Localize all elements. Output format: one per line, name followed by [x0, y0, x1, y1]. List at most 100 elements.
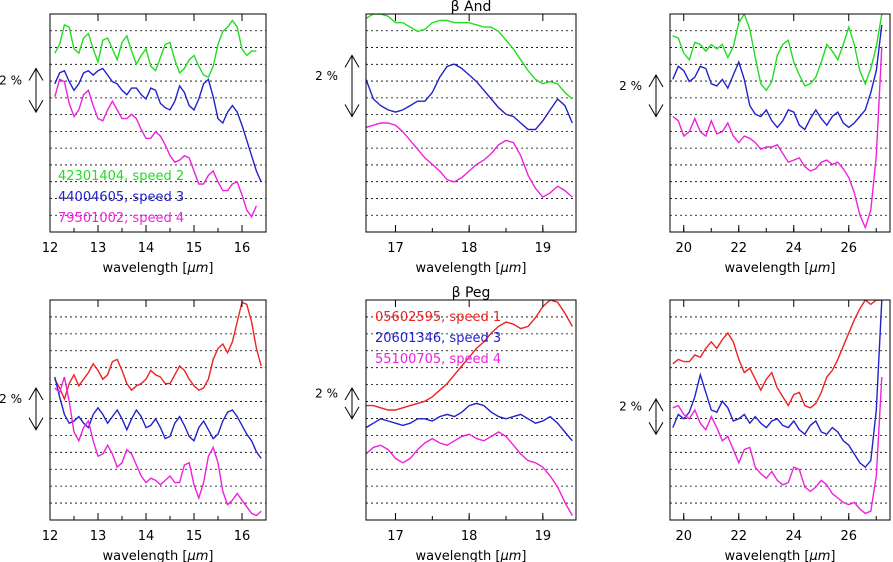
- series-line: [672, 300, 883, 469]
- scale-bar-arrow-up: [344, 54, 360, 68]
- scale-bar-arrow-down: [28, 417, 44, 431]
- series-line: [366, 14, 573, 100]
- x-tick-label: 24: [785, 241, 802, 256]
- scale-bar-arrow-up: [648, 74, 664, 88]
- series-line: [54, 376, 262, 459]
- legend-entry: 42301404, speed 2: [58, 169, 184, 184]
- x-tick-label: 14: [138, 529, 155, 544]
- x-axis-label: wavelength [μm]: [725, 549, 836, 562]
- x-tick-label: 20: [675, 529, 692, 544]
- scale-bar-arrow-down: [28, 99, 44, 114]
- legend-entry: 05602595, speed 1: [375, 310, 501, 325]
- scale-bar-arrow-up: [28, 387, 44, 401]
- scale-bar-arrow-up: [28, 67, 44, 81]
- x-axis-label: wavelength [μm]: [416, 549, 527, 562]
- plot-frame: [365, 299, 577, 521]
- series-line: [366, 122, 573, 199]
- x-axis-label-text: wavelength [: [725, 261, 810, 276]
- series-line: [366, 431, 573, 516]
- x-axis-unit: μm: [808, 549, 830, 562]
- legend-entry: 20601346, speed 3: [375, 331, 501, 346]
- x-tick-label: 16: [234, 529, 251, 544]
- x-axis-unit: μm: [499, 549, 521, 562]
- legend-entry: 44004605, speed 3: [58, 190, 184, 205]
- x-axis-unit: μm: [186, 261, 208, 276]
- x-tick-label: 18: [461, 529, 478, 544]
- plot-frame: [49, 13, 267, 233]
- x-axis-label-close: ]: [830, 261, 835, 276]
- x-axis-label: wavelength [μm]: [103, 261, 214, 276]
- x-tick-label: 17: [387, 241, 404, 256]
- legend-entry: 79501002, speed 4: [58, 211, 184, 226]
- x-axis-label-text: wavelength [: [725, 549, 810, 562]
- panel-bottom-right: 20 22 24 26 wavelength [μm] 2 %: [619, 299, 891, 562]
- x-axis-label-text: wavelength [: [416, 261, 501, 276]
- x-axis-label-text: wavelength [: [103, 549, 188, 562]
- x-tick-label: 14: [138, 241, 155, 256]
- scale-bar-label: 2 %: [619, 400, 642, 414]
- panel-bottom-left: 12 13 14 15 16 wavelength [μm] 2 %: [0, 299, 267, 562]
- x-axis-label-text: wavelength [: [416, 549, 501, 562]
- panel-title: β And: [451, 0, 492, 15]
- series-line: [54, 19, 257, 79]
- series-line: [54, 376, 262, 517]
- x-tick-label: 12: [42, 529, 59, 544]
- x-tick-label: 17: [387, 529, 404, 544]
- series-line: [366, 402, 573, 442]
- scale-bar-arrow-down: [648, 421, 664, 436]
- series-line: [672, 24, 883, 131]
- x-axis-unit: μm: [808, 261, 830, 276]
- x-axis-label-close: ]: [208, 261, 213, 276]
- x-tick-label: 22: [730, 529, 747, 544]
- x-tick-label: 16: [234, 241, 251, 256]
- x-axis-unit: μm: [499, 261, 521, 276]
- plot-frame: [669, 299, 891, 521]
- scale-bar-arrow-up: [648, 398, 664, 412]
- series-line: [366, 63, 573, 131]
- series-line: [672, 14, 883, 92]
- x-axis-label-close: ]: [830, 549, 835, 562]
- x-tick-label: 12: [42, 241, 59, 256]
- x-tick-label: 15: [186, 241, 203, 256]
- series-line: [54, 301, 262, 402]
- panel-top-left: 12 13 14 15 16 wavelength [μm] 2 % 42301404, sp…: [0, 13, 267, 276]
- x-axis-label: wavelength [μm]: [725, 261, 836, 276]
- scale-bar-arrow-up: [344, 387, 360, 401]
- scale-bar-label: 2 %: [0, 392, 22, 406]
- series-line: [366, 300, 573, 411]
- series-line: [672, 376, 883, 515]
- scale-bar-arrow-down: [344, 104, 360, 118]
- scale-bar-label: 2 %: [619, 79, 642, 93]
- panel-title: β Peg: [452, 285, 491, 301]
- plot-frame: [365, 13, 577, 233]
- scale-bar-arrow-down: [344, 406, 360, 420]
- plot-frame: [669, 13, 891, 233]
- x-tick-label: 19: [535, 529, 552, 544]
- x-tick-label: 15: [186, 529, 203, 544]
- series-line: [672, 300, 882, 409]
- x-tick-label: 13: [90, 529, 107, 544]
- scale-bar-label: 2 %: [315, 69, 338, 83]
- x-axis-label-close: ]: [521, 549, 526, 562]
- x-axis-unit: μm: [186, 549, 208, 562]
- x-tick-label: 26: [840, 529, 857, 544]
- scale-bar-arrow-down: [648, 104, 664, 118]
- scale-bar-label: 2 %: [315, 386, 338, 400]
- x-tick-label: 22: [730, 241, 747, 256]
- series-line: [54, 67, 262, 183]
- panel-top-center: β And 17 18 19 wavelength [μm] 2 %: [315, 0, 577, 276]
- x-axis-label: wavelength [μm]: [416, 261, 527, 276]
- series-line: [54, 78, 258, 219]
- plot-frame: [49, 299, 267, 521]
- x-tick-label: 20: [675, 241, 692, 256]
- x-axis-label: wavelength [μm]: [103, 549, 214, 562]
- x-axis-label-close: ]: [208, 549, 213, 562]
- x-tick-label: 24: [785, 529, 802, 544]
- legend-entry: 55100705, speed 4: [375, 352, 501, 367]
- x-tick-label: 19: [535, 241, 552, 256]
- series-line: [672, 46, 883, 230]
- panel-top-right: 20 22 24 26 wavelength [μm] 2 %: [619, 13, 891, 276]
- scale-bar-label: 2 %: [0, 73, 22, 87]
- x-axis-label-text: wavelength [: [103, 261, 188, 276]
